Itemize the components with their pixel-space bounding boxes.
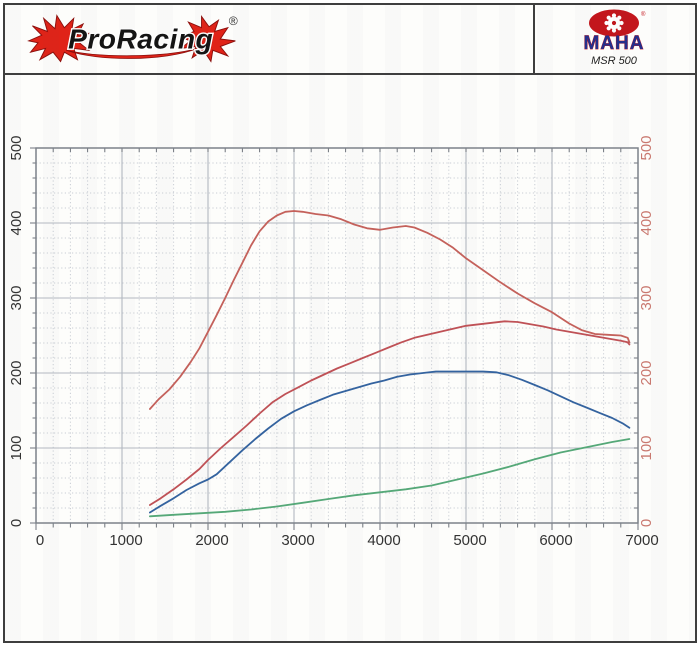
y-right-tick-label: 100 xyxy=(638,435,655,460)
maha-logo: ® MAHA MSR 500 xyxy=(535,5,695,73)
maha-emblem-icon xyxy=(589,9,639,37)
x-tick-label: 0 xyxy=(36,532,44,549)
dyno-chart-svg: 0 1000 2000 3000 4000 5000 6000 700001002003004… xyxy=(8,135,659,549)
curve-green xyxy=(148,438,631,518)
maha-model: MSR 500 xyxy=(591,55,638,67)
x-tick-label: 6000 xyxy=(539,532,572,549)
x-tick-label: 7000 xyxy=(625,532,658,549)
header-divider xyxy=(533,5,535,73)
proracing-logo-graphic: ProRacing ® xyxy=(27,14,238,63)
x-tick-label: 5000 xyxy=(453,532,486,549)
y-right-tick-label: 500 xyxy=(638,135,655,160)
y-left-tick-label: 200 xyxy=(8,360,25,385)
proracing-flames-icon xyxy=(27,14,236,63)
maha-name: MAHA xyxy=(584,33,645,54)
y-right-tick-label: 200 xyxy=(638,360,655,385)
report-header: ProRacing ® xyxy=(5,5,695,75)
x-tick-label: 2000 xyxy=(195,532,228,549)
y-left-tick-label: 400 xyxy=(8,210,25,235)
curve-blue xyxy=(148,370,631,514)
maha-registered-mark: ® xyxy=(641,11,646,18)
grid-minor xyxy=(36,148,638,523)
x-tick-label: 1000 xyxy=(109,532,142,549)
proracing-logo: ProRacing ® xyxy=(5,5,533,73)
axis-labels: 0 1000 2000 3000 4000 5000 6000 700001002003004… xyxy=(8,135,659,549)
curves xyxy=(148,210,631,518)
dyno-chart: 0 1000 2000 3000 4000 5000 6000 7000 0 100 200 300 4… xyxy=(0,80,700,600)
y-left-tick-label: 0 xyxy=(8,519,25,527)
proracing-brand-text: ProRacing xyxy=(68,22,213,54)
axis-ticks xyxy=(30,147,639,530)
maha-logo-graphic: ® MAHA MSR 500 xyxy=(583,9,646,67)
grid-major xyxy=(36,148,638,523)
y-right-tick-label: 400 xyxy=(638,210,655,235)
y-right-tick-label: 300 xyxy=(638,285,655,310)
curve-red-lower xyxy=(148,320,631,506)
registered-mark: ® xyxy=(229,14,238,28)
plot-border xyxy=(35,147,639,524)
y-right-tick-label: 0 xyxy=(638,519,655,527)
x-tick-label: 3000 xyxy=(281,532,314,549)
y-left-tick-label: 100 xyxy=(8,435,25,460)
y-left-tick-label: 300 xyxy=(8,285,25,310)
x-tick-label: 4000 xyxy=(367,532,400,549)
y-left-tick-label: 500 xyxy=(8,135,25,160)
curve-red-upper xyxy=(148,210,631,410)
